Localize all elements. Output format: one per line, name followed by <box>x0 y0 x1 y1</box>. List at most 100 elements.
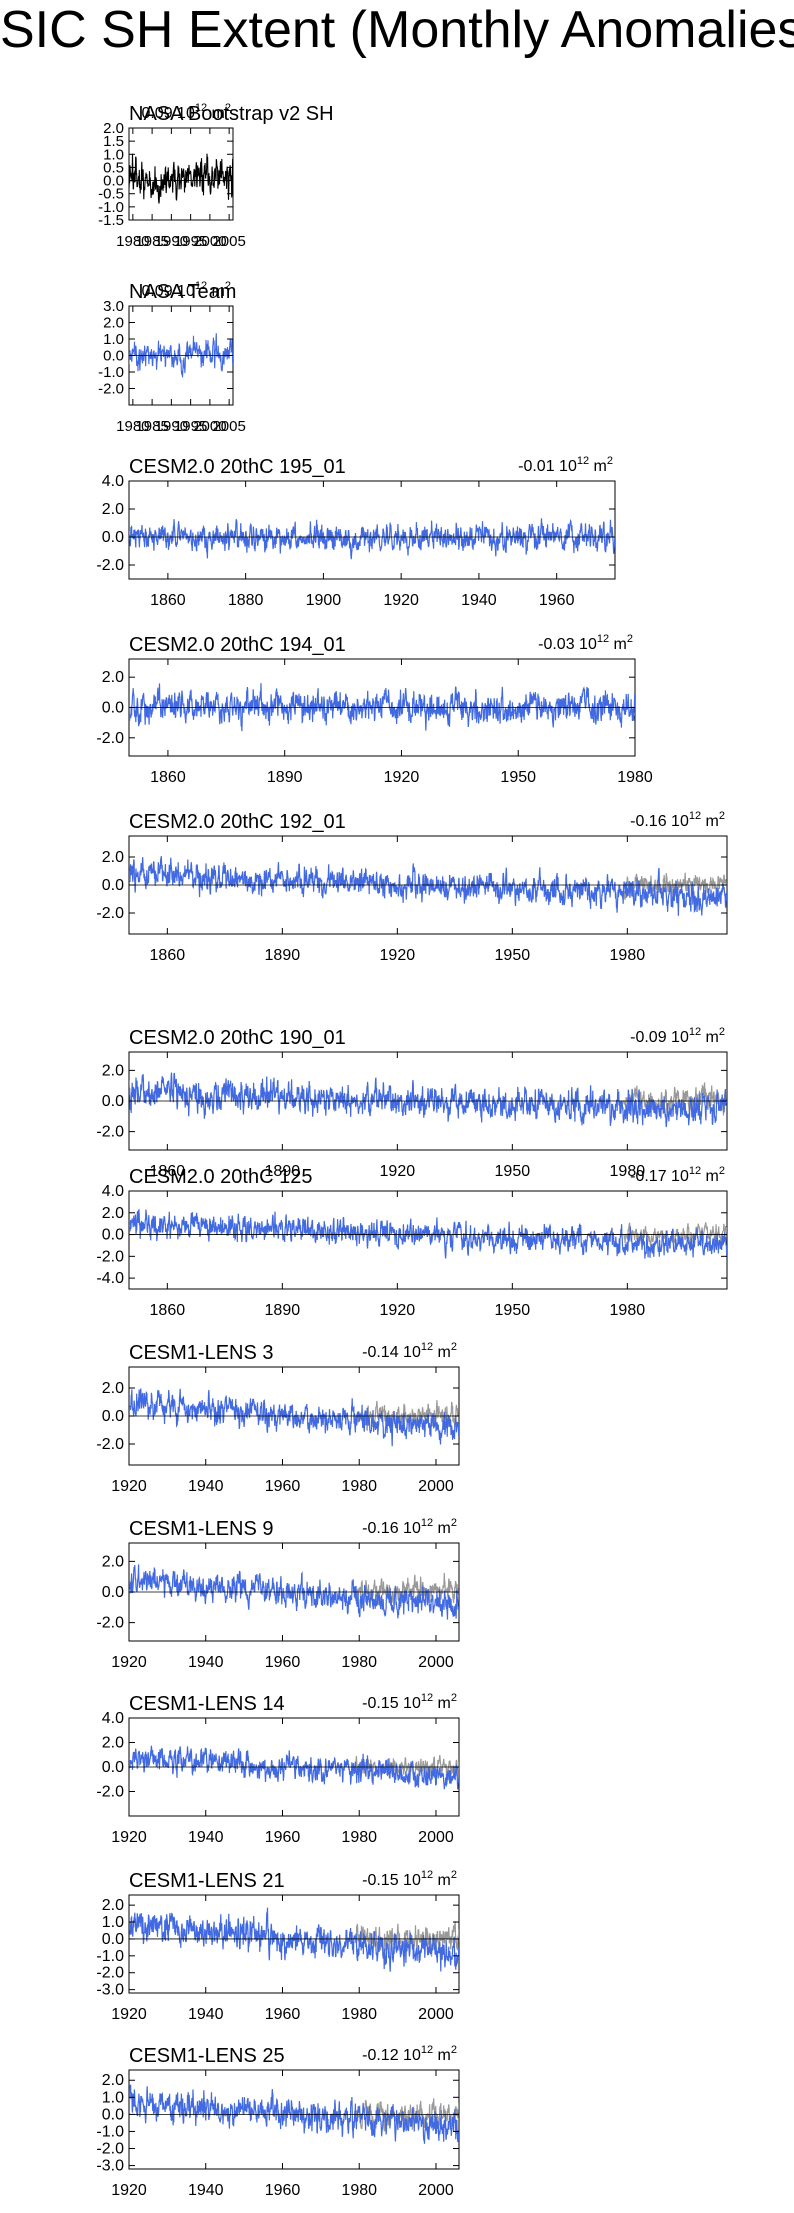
y-tick-label: 2.0 <box>102 501 124 518</box>
x-tick-label: 2000 <box>418 1829 454 1846</box>
x-tick-label: 1920 <box>380 1163 416 1180</box>
y-tick-label: -1.5 <box>98 212 124 229</box>
y-tick-label: -4.0 <box>96 1270 124 1287</box>
x-tick-label: 1920 <box>111 1654 147 1671</box>
y-tick-label: -2.0 <box>96 2141 124 2158</box>
panel-title: CESM1-LENS 25 <box>129 2045 285 2067</box>
x-tick-label: 1940 <box>188 1829 224 1846</box>
x-tick-label: 1900 <box>306 592 342 609</box>
series-line-model <box>129 333 233 379</box>
trend-label: -0.03 1012 m2 <box>538 633 633 653</box>
x-tick-label: 1980 <box>341 1829 377 1846</box>
x-tick-label: 1985 <box>135 418 168 435</box>
x-tick-label: 2000 <box>418 1478 454 1495</box>
x-tick-label: 1890 <box>267 769 303 786</box>
series-line-model <box>129 1388 459 1447</box>
y-tick-label: 0.0 <box>102 529 124 546</box>
series-line-model <box>129 856 727 916</box>
y-tick-label: 0.0 <box>102 1931 124 1948</box>
y-tick-label: 2.0 <box>102 1062 124 1079</box>
series-line-model <box>129 1564 459 1620</box>
y-tick-label: 0.0 <box>102 2106 124 2123</box>
x-tick-label: 1980 <box>610 947 646 964</box>
panel-title: CESM2.0 20thC 192_01 <box>129 811 346 833</box>
chart-panel-2: -2.0-1.00.01.02.03.0 19801985199019952000… <box>98 280 246 435</box>
x-tick-label: 2005 <box>212 418 245 435</box>
y-tick-label: 2.0 <box>103 315 124 332</box>
y-tick-label: 1.0 <box>103 331 124 348</box>
plot-frame <box>128 2069 460 2170</box>
x-tick-label: 1860 <box>150 947 186 964</box>
x-tick-label: 2000 <box>193 233 226 250</box>
x-tick-label: 1920 <box>111 2182 147 2199</box>
x-tick-label: 1980 <box>116 233 149 250</box>
chart-panel-9: -2.0 0.0 2.0 1920 1940 1960 1980 2000 CESM1-LENS… <box>96 1517 460 1671</box>
x-tick-label: 1920 <box>383 592 419 609</box>
x-tick-label: 1990 <box>155 233 188 250</box>
panel-title: CESM2.0 20thC 194_01 <box>129 634 346 656</box>
panel-title: CESM2.0 20thC 125 <box>129 1166 312 1188</box>
y-tick-label: -2.0 <box>96 1124 124 1141</box>
y-tick-label: 4.0 <box>102 1183 124 1200</box>
x-tick-label: 1920 <box>380 1302 416 1319</box>
y-tick-label: -1.0 <box>98 364 124 381</box>
x-tick-label: 1860 <box>150 1163 186 1180</box>
panel-title: CESM1-LENS 9 <box>129 1518 274 1540</box>
x-tick-label: 1980 <box>610 1163 646 1180</box>
series-line-obs <box>129 153 233 204</box>
y-tick-label: -2.0 <box>96 1784 124 1801</box>
y-tick-label: -2.0 <box>96 1615 124 1632</box>
y-tick-label: 2.0 <box>102 1897 124 1914</box>
panel-title: NASA Bootstrap v2 SH <box>129 103 334 125</box>
y-tick-label: -1.0 <box>98 199 124 216</box>
x-tick-label: 1995 <box>174 233 207 250</box>
trend-label: -0.09 1012 m2 <box>630 1026 725 1046</box>
x-tick-label: 2000 <box>418 1654 454 1671</box>
y-tick-label: -3.0 <box>96 1982 124 1999</box>
chart-panel-6: -2.0 0.0 2.0 1860 1890 1920 1950 1980 CESM2.0 20… <box>96 1026 728 1180</box>
trend-label: -0.16 1012 m2 <box>630 810 725 830</box>
y-tick-label: 1.0 <box>102 2089 124 2106</box>
x-tick-label: 2005 <box>212 233 245 250</box>
trend-label: -0.14 1012 m2 <box>362 1341 457 1361</box>
x-tick-label: 2000 <box>418 2006 454 2023</box>
chart-panel-5: -2.0 0.0 2.0 1860 1890 1920 1950 1980 CESM2.0 20… <box>96 810 728 964</box>
y-tick-label: -2.0 <box>98 381 124 398</box>
plot-frame <box>128 127 234 221</box>
x-tick-label: 1960 <box>265 2006 301 2023</box>
x-tick-label: 1940 <box>188 2182 224 2199</box>
plot-frame <box>128 480 616 580</box>
panel-title: CESM2.0 20thC 190_01 <box>129 1027 346 1049</box>
series-line-model <box>129 1745 459 1790</box>
y-tick-label: 0.0 <box>103 173 124 190</box>
x-tick-label: 1860 <box>150 1302 186 1319</box>
y-tick-label: 3.0 <box>103 298 124 315</box>
x-tick-label: 1950 <box>500 769 536 786</box>
series-line-model <box>129 2084 459 2144</box>
x-tick-label: 1940 <box>461 592 497 609</box>
x-tick-label: 1940 <box>188 1654 224 1671</box>
x-tick-label: 1950 <box>495 1163 531 1180</box>
trend-label: -0.15 1012 m2 <box>362 1869 457 1889</box>
panel-title: CESM1-LENS 14 <box>129 1693 285 1715</box>
y-tick-label: -2.0 <box>96 1248 124 1265</box>
chart-panel-1: -1.5-1.0-0.50.00.51.01.52.0 1980198519901… <box>98 102 333 250</box>
y-tick-label: 0.0 <box>102 1759 124 1776</box>
x-tick-label: 1940 <box>188 1478 224 1495</box>
y-tick-label: 2.0 <box>103 120 124 137</box>
chart-panel-8: -2.0 0.0 2.0 1920 1940 1960 1980 2000 CESM1-LENS… <box>96 1341 460 1495</box>
x-tick-label: 1985 <box>135 233 168 250</box>
x-tick-label: 1980 <box>341 1654 377 1671</box>
series-line-model <box>129 518 615 560</box>
trend-label: 0.09 1012 m2 <box>141 102 231 122</box>
chart-panel-3: -2.0 0.0 2.0 4.0 1860 1880 1900 1920 1940 1960 CES… <box>96 455 616 609</box>
x-tick-label: 1860 <box>150 769 186 786</box>
y-tick-label: 2.0 <box>102 1205 124 1222</box>
y-tick-label: 0.0 <box>102 1227 124 1244</box>
x-tick-label: 1980 <box>341 1478 377 1495</box>
y-tick-label: -3.0 <box>96 2158 124 2175</box>
y-tick-label: 2.0 <box>102 1380 124 1397</box>
y-tick-label: 2.0 <box>102 1553 124 1570</box>
x-tick-label: 1920 <box>111 1478 147 1495</box>
panel-title: CESM2.0 20thC 195_01 <box>129 456 346 478</box>
